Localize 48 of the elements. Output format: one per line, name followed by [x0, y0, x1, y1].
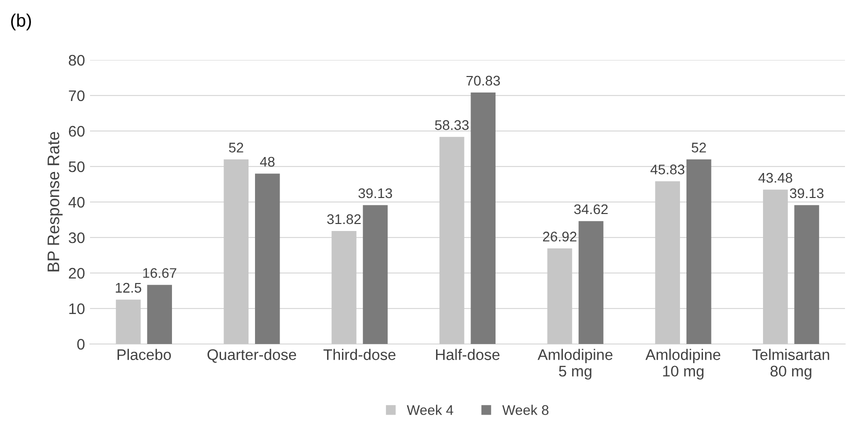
y-tick-label: 30 — [68, 232, 85, 244]
data-label: 16.67 — [143, 268, 176, 278]
data-label: 39.13 — [358, 188, 392, 198]
bar — [224, 159, 249, 344]
x-tick-label: Half-dose — [436, 348, 500, 360]
x-tick-label: Third-dose — [323, 348, 396, 360]
data-label: 12.5 — [116, 282, 142, 293]
y-tick-label: 80 — [68, 54, 85, 66]
data-label: 31.82 — [327, 214, 361, 224]
data-label: 58.33 — [435, 120, 469, 130]
y-tick-label: 0 — [77, 338, 85, 350]
x-tick-label: Amlodipine 5 mg — [538, 348, 612, 380]
legend-label: Week 8 — [502, 404, 548, 415]
y-tick-label: 40 — [68, 196, 85, 208]
bar — [147, 284, 172, 344]
bar — [255, 174, 280, 344]
bar — [655, 181, 680, 344]
y-tick-label: 70 — [68, 90, 85, 102]
y-tick-label: 20 — [68, 268, 85, 279]
data-label: 39.13 — [790, 188, 824, 198]
legend-label: Week 4 — [406, 404, 454, 415]
data-label: 34.62 — [574, 204, 608, 214]
data-label: 48 — [260, 156, 275, 167]
bar — [332, 231, 356, 344]
bar — [763, 190, 788, 344]
x-tick-label: Amlodipine 10 mg — [645, 348, 720, 380]
data-label: 52 — [228, 142, 244, 152]
data-label: 26.92 — [543, 232, 576, 242]
data-label: 70.83 — [466, 76, 500, 86]
bar — [362, 205, 388, 344]
y-tick-label: 50 — [68, 161, 85, 172]
bar — [686, 159, 712, 344]
bar — [439, 136, 464, 344]
bar — [794, 205, 820, 344]
chart-title: (b) — [11, 14, 31, 30]
bar — [470, 92, 496, 344]
x-tick-label: Telmisartan 80 mg — [752, 348, 830, 380]
y-tick-label: 60 — [68, 126, 85, 137]
data-label: 52 — [692, 142, 706, 152]
data-label: 45.83 — [650, 164, 684, 174]
bar — [578, 221, 604, 344]
x-tick-label: Placebo — [118, 348, 171, 360]
bar — [547, 248, 572, 344]
y-tick-label: 10 — [69, 303, 85, 314]
y-axis-title: BP Response Rate — [48, 132, 63, 272]
bar — [116, 300, 141, 344]
data-label: 43.48 — [758, 172, 792, 183]
x-tick-label: Quarter-dose — [208, 348, 296, 363]
